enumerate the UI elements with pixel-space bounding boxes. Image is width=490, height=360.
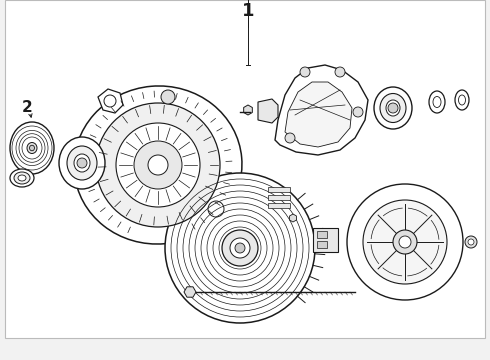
- Ellipse shape: [59, 137, 105, 189]
- Circle shape: [134, 141, 182, 189]
- Text: 2: 2: [22, 100, 32, 116]
- Bar: [268, 187, 290, 192]
- Ellipse shape: [18, 175, 26, 181]
- Circle shape: [335, 67, 345, 77]
- Circle shape: [96, 103, 220, 227]
- Circle shape: [230, 238, 250, 258]
- Polygon shape: [258, 99, 278, 123]
- Circle shape: [347, 184, 463, 300]
- Ellipse shape: [74, 86, 242, 244]
- Circle shape: [393, 230, 417, 254]
- Polygon shape: [244, 105, 252, 115]
- Circle shape: [235, 243, 245, 253]
- Ellipse shape: [27, 143, 37, 153]
- Circle shape: [77, 158, 87, 168]
- Ellipse shape: [67, 146, 97, 180]
- Polygon shape: [98, 89, 123, 113]
- Ellipse shape: [74, 154, 90, 172]
- Ellipse shape: [429, 91, 445, 113]
- Polygon shape: [202, 193, 232, 225]
- Polygon shape: [275, 65, 368, 155]
- Ellipse shape: [10, 169, 34, 187]
- Circle shape: [222, 230, 258, 266]
- Ellipse shape: [386, 100, 400, 116]
- Ellipse shape: [455, 90, 469, 110]
- Circle shape: [148, 155, 168, 175]
- Circle shape: [116, 123, 200, 207]
- Ellipse shape: [10, 122, 54, 174]
- Circle shape: [399, 236, 411, 248]
- Circle shape: [285, 133, 295, 143]
- Polygon shape: [290, 214, 296, 222]
- Circle shape: [363, 200, 447, 284]
- Ellipse shape: [374, 87, 412, 129]
- Polygon shape: [184, 287, 196, 297]
- Bar: [317, 231, 327, 238]
- Polygon shape: [285, 82, 352, 147]
- Circle shape: [353, 107, 363, 117]
- Circle shape: [465, 236, 477, 248]
- Circle shape: [388, 103, 398, 113]
- Circle shape: [161, 90, 175, 104]
- Bar: [268, 195, 290, 200]
- Bar: [317, 241, 327, 248]
- Ellipse shape: [380, 94, 406, 122]
- Circle shape: [165, 173, 315, 323]
- Bar: [268, 203, 290, 208]
- Circle shape: [468, 239, 474, 245]
- Bar: [313, 228, 338, 252]
- Ellipse shape: [14, 172, 30, 184]
- Circle shape: [300, 67, 310, 77]
- Text: 1: 1: [242, 2, 254, 20]
- Ellipse shape: [29, 145, 34, 151]
